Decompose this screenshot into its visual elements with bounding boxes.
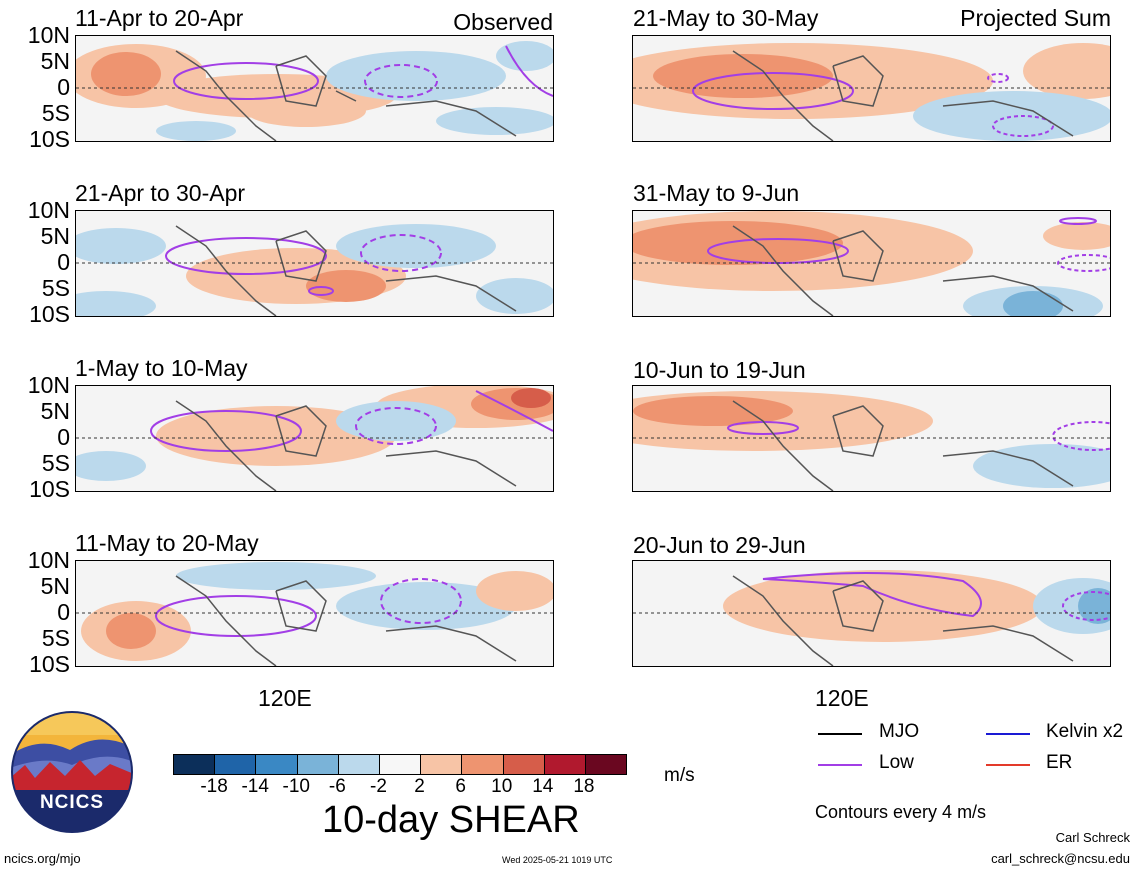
colorbar-swatch [296,755,338,774]
shear-map [633,43,1110,141]
lat-tick-label: 10N [27,372,70,398]
colorbar-tick-label: -6 [328,776,346,797]
colorbar-swatch [502,755,544,774]
panel-corner-observed: Observed [453,9,553,35]
logo-text: NCICS [39,792,105,813]
colorbar-tick-label: -14 [241,776,269,797]
contour-note: Contours every 4 m/s [815,802,987,822]
panel-title-left-3: 1-May to 10-May [75,355,248,381]
panel-title-right-3: 10-Jun to 19-Jun [633,357,806,383]
map-panel-right-3 [632,385,1111,492]
map-panel-right-2 [632,210,1111,317]
map-panel-right-1 [632,35,1111,142]
lat-tick-label: 5N [40,48,70,74]
lat-tick-label: 5S [41,450,70,476]
footer-author: Carl Schreck [1055,830,1130,845]
lat-tick-label: 10S [29,476,70,502]
shear-map [76,562,553,666]
legend-mjo-label: MJO [879,721,920,742]
shear-map [76,224,553,316]
lat-tick-label: 10S [29,651,70,677]
panel-title-right-2: 31-May to 9-Jun [633,180,800,206]
lon-tick-right: 120E [815,685,869,711]
legend-low-label: Low [879,752,914,773]
colorbar-tick-label: 18 [573,776,595,797]
panel-title-left-2: 21-Apr to 30-Apr [75,180,246,206]
shear-map [633,391,1110,491]
colorbar-swatch [378,755,421,774]
map-panel-left-4 [75,560,554,667]
ncics-logo: NCICS [10,710,134,834]
colorbar-units: m/s [664,765,695,786]
colorbar-swatch [420,755,462,774]
footer-timestamp: Wed 2025-05-21 1019 UTC [502,855,613,865]
colorbar-tick-label: 6 [455,776,466,797]
colorbar-swatch [543,755,585,774]
colorbar-swatch [214,755,256,774]
panel-title-left-4: 11-May to 20-May [75,530,259,556]
legend-mjo-line [818,733,862,735]
footer-email: carl_schreck@ncsu.edu [991,851,1130,866]
colorbar-swatch [174,755,215,774]
lat-tick-label: 10S [29,126,70,152]
panel-title-right-4: 20-Jun to 29-Jun [633,532,806,558]
colorbar [173,754,627,775]
shear-map [633,570,1110,666]
lat-tick-label: 5S [41,100,70,126]
panel-corner-projected: Projected Sum [960,5,1111,31]
legend-kelvin-label: Kelvin x2 [1046,721,1124,742]
colorbar-tick-label: -18 [200,776,228,797]
colorbar-tick-label: 10 [491,776,513,797]
shear-map [633,211,1110,316]
map-panel-left-3 [75,385,554,492]
colorbar-title: 10-day SHEAR [322,799,580,841]
lat-tick-label: 0 [57,74,70,100]
colorbar-swatch [461,755,503,774]
colorbar-tick-label: 14 [532,776,554,797]
colorbar-swatch [584,755,627,774]
lat-tick-label: 5S [41,625,70,651]
legend-kelvin-line [986,733,1030,735]
lat-tick-label: 0 [57,249,70,275]
colorbar-tick-label: -10 [282,776,310,797]
lat-tick-label: 10N [27,197,70,223]
lat-tick-label: 0 [57,424,70,450]
map-panel-left-2 [75,210,554,317]
colorbar-tick-label: 2 [414,776,425,797]
colorbar-swatch [255,755,297,774]
lat-tick-label: 0 [57,599,70,625]
footer-url: ncics.org/mjo [4,851,81,866]
lat-tick-label: 5N [40,223,70,249]
panel-title-left-1: 11-Apr to 20-Apr [75,5,244,31]
colorbar-swatch [337,755,379,774]
lat-tick-label: 10S [29,301,70,327]
map-panel-right-4 [632,560,1111,667]
legend-er-label: ER [1046,752,1073,773]
map-panel-left-1 [75,35,554,142]
lat-tick-label: 5N [40,573,70,599]
lat-tick-label: 10N [27,547,70,573]
lat-tick-label: 10N [27,22,70,48]
lat-tick-label: 5S [41,275,70,301]
shear-map [76,41,553,141]
lon-tick-left: 120E [258,685,312,711]
legend-er-line [986,764,1030,766]
colorbar-tick-label: -2 [370,776,387,797]
shear-map [76,386,553,491]
legend-low-line [818,764,862,766]
lat-tick-label: 5N [40,398,70,424]
panel-title-right-1: 21-May to 30-May [633,5,819,31]
